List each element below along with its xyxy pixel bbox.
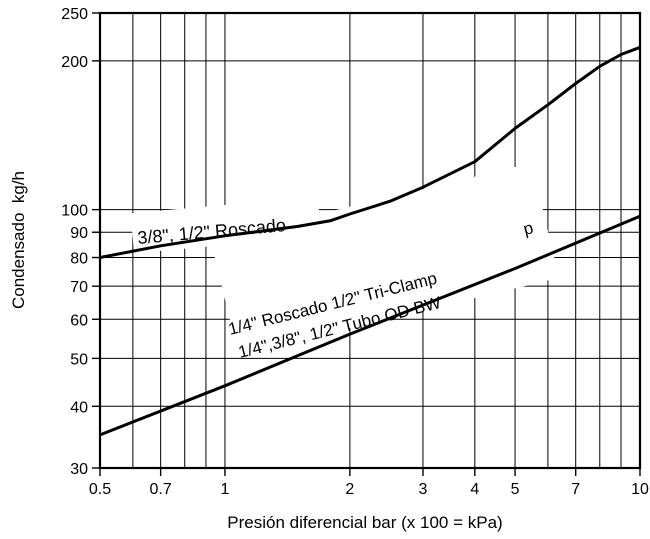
y-tick-label: 100 xyxy=(61,203,88,220)
x-tick-label: 2 xyxy=(345,481,354,498)
plot-frame xyxy=(98,11,642,470)
y-tick-labels: 30 40 50 60 70 80 90 100 200 250 xyxy=(61,6,88,478)
series-line-lower xyxy=(99,214,641,437)
y-tick-label: 40 xyxy=(70,399,88,416)
x-tick-label: 5 xyxy=(511,481,520,498)
series-lines xyxy=(99,45,641,437)
lower-label-backdrop xyxy=(210,163,560,355)
y-tick-label: 250 xyxy=(61,6,88,23)
y-tick-label: 30 xyxy=(70,461,88,478)
x-tick-label: 0.5 xyxy=(89,481,111,498)
x-tick-labels: 0.5 0.7 1 2 3 4 5 7 10 xyxy=(89,481,649,498)
y-tick-label: 70 xyxy=(70,279,88,296)
y-tick-label: 50 xyxy=(70,351,88,368)
x-tick-label: 7 xyxy=(571,481,580,498)
y-tick-label: 80 xyxy=(70,251,88,268)
x-tick-label: 4 xyxy=(470,481,479,498)
x-tick-label: 0.7 xyxy=(150,481,172,498)
y-tick-label: 90 xyxy=(70,225,88,242)
x-axis-title: Presión diferencial bar (x 100 = kPa) xyxy=(227,513,502,532)
axis-ticks xyxy=(92,12,641,476)
x-tick-label: 10 xyxy=(631,481,649,498)
y-tick-label: 200 xyxy=(61,54,88,71)
y-tick-label: 60 xyxy=(70,312,88,329)
x-tick-label: 3 xyxy=(419,481,428,498)
x-tick-label: 1 xyxy=(220,481,229,498)
series-line-upper xyxy=(99,45,641,259)
label-fragment: p xyxy=(521,218,535,239)
y-axis-title: Condensado kg/h xyxy=(9,171,28,309)
